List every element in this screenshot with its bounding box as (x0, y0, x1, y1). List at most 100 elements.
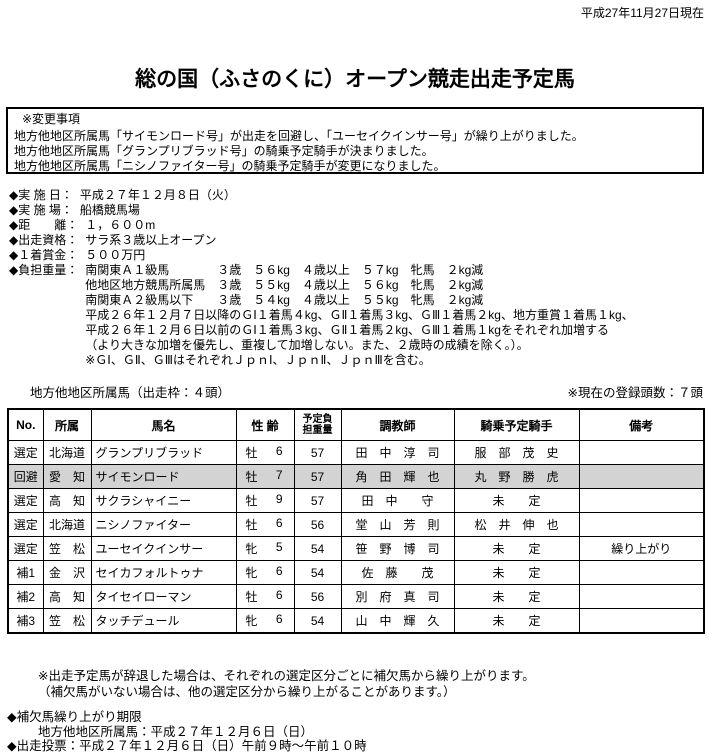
cell-selection: 補1 (7, 560, 44, 585)
sex: 牝 (245, 542, 258, 556)
cell-weight: 54 (293, 560, 342, 585)
cell-jockey: 服 部 茂 史 (453, 440, 580, 465)
cell-trainer: 堂 山 芳 則 (340, 512, 455, 537)
sex: 牝 (245, 566, 258, 580)
deadline-section: ◆補欠馬繰り上がり期限 地方他地区所属馬：平成２７年１２月６日（日） ◆出走投票… (7, 710, 367, 753)
cell-note (578, 464, 705, 489)
footnote-line: ※出走予定馬が辞退した場合は、それぞれの選定区分ごとに補欠馬から繰り上がります。 (38, 669, 535, 683)
detail-row-venue: ◆実 施 場： 船橋競馬場 (9, 203, 634, 218)
sex: 牝 (245, 614, 258, 628)
cell-horse-name: サクラシャイニー (90, 488, 237, 513)
cell-weight: 57 (293, 464, 342, 489)
change-notice-item: 地方他地区所属馬「グランプリブラッド号」の騎乗予定騎手が決まりました。 (14, 144, 434, 158)
cell-affiliation: 高 知 (42, 488, 92, 513)
cell-selection: 補2 (7, 584, 44, 609)
page-title: 総の国（ふさのくに）オープン競走出走予定馬 (135, 68, 575, 91)
cell-jockey: 未 定 (453, 560, 580, 585)
weight-rule-line: 南関東Ａ２級馬以下 ３歳 ５４kg ４歳以上 ５５kg 牝馬 ２kg減 (85, 293, 484, 307)
cell-selection: 補3 (7, 608, 44, 634)
cell-affiliation: 笠 松 (42, 536, 92, 561)
voting-line: ◆出走投票：平成２７年１２月６日（日）午前９時～午前１０時 (7, 739, 367, 753)
detail-value: 平成２７年１２月８日（火） (79, 188, 236, 202)
cell-trainer: 佐 藤 茂 (340, 560, 455, 585)
weight-rule-line: 平成２６年１２月７日以降のＧⅠ１着馬４kg、ＧⅡ１着馬３kg、ＧⅢ１着馬２kg、… (85, 308, 634, 322)
header-note: 備考 (578, 408, 705, 441)
cell-affiliation: 北海道 (42, 440, 92, 465)
cell-jockey: 未 定 (453, 608, 580, 634)
cell-note (578, 440, 705, 465)
cell-jockey: 未 定 (453, 584, 580, 609)
cell-trainer: 笹 野 博 司 (340, 536, 455, 561)
cell-jockey: 丸 野 勝 虎 (453, 464, 580, 489)
cell-trainer: 別 府 真 司 (340, 584, 455, 609)
cell-trainer: 田 中 守 (340, 488, 455, 513)
weight-rules: 南関東Ａ１級馬 ３歳 ５６kg ４歳以上 ５７kg 牝馬 ２kg減 他地区地方競… (85, 263, 633, 368)
detail-row-eligibility: ◆出走資格： サラ系３歳以上オープン (9, 233, 634, 248)
cell-weight: 56 (293, 512, 342, 537)
cell-note (578, 608, 705, 634)
weight-rule-line: 他地区地方競馬所属馬 ３歳 ５５kg ４歳以上 ５６kg 牝馬 ２kg減 (85, 278, 484, 292)
substitution-footnotes: ※出走予定馬が辞退した場合は、それぞれの選定区分ごとに補欠馬から繰り上がります。… (38, 668, 535, 700)
cell-jockey: 松 井 伸 也 (453, 512, 580, 537)
race-details: ◆実 施 日： 平成２７年１２月８日（火） ◆実 施 場： 船橋競馬場 ◆距 離… (9, 188, 634, 368)
cell-selection: 選定 (7, 512, 44, 537)
cell-affiliation: 笠 松 (42, 608, 92, 634)
age: 6 (275, 564, 283, 578)
cell-horse-name: サイモンロード (90, 464, 237, 489)
cell-horse-name: ユーセイクインサー (90, 536, 237, 561)
age: 6 (275, 612, 283, 626)
age: 6 (275, 516, 283, 530)
cell-affiliation: 金 沢 (42, 560, 92, 585)
cell-jockey: 未 定 (453, 488, 580, 513)
cell-weight: 57 (293, 440, 342, 465)
header-weight: 予定負 担重量 (293, 408, 342, 441)
cell-horse-name: セイカフォルトゥナ (90, 560, 237, 585)
cell-selection: 回避 (7, 464, 44, 489)
entry-table: No. 所属 馬名 性 齢 予定負 担重量 調教師 騎乗予定騎手 備考 選定 北… (7, 408, 705, 634)
header-sex-age: 性 齢 (235, 408, 295, 441)
cell-affiliation: 愛 知 (42, 464, 92, 489)
cell-horse-name: ニシノファイター (90, 512, 237, 537)
weight-rule-line: 平成２６年１２月６日以前のＧⅠ１着馬３kg、ＧⅡ１着馬２kg、ＧⅢ１着馬１kgを… (85, 323, 609, 337)
age: 5 (275, 540, 283, 554)
cell-weight: 54 (293, 536, 342, 561)
detail-row-distance: ◆距 離： １，６００m (9, 218, 634, 233)
cell-horse-name: タッチデュール (90, 608, 237, 634)
cell-note (578, 560, 705, 585)
header-jockey: 騎乗予定騎手 (453, 408, 580, 441)
weight-rule-line: ※ＧⅠ、ＧⅡ、ＧⅢはそれぞれＪｐｎⅠ、ＪｐｎⅡ、ＪｐｎⅢを含む。 (85, 353, 431, 367)
cell-jockey: 未 定 (453, 536, 580, 561)
entry-table-section: 地方他地区所属馬（出走枠：４頭） ※現在の登録頭数：７頭 No. 所属 馬名 性… (0, 385, 710, 634)
sex: 牡 (245, 590, 258, 604)
cell-trainer: 山 中 輝 久 (340, 608, 455, 634)
detail-value: １，６００m (85, 218, 156, 232)
detail-value: ５００万円 (85, 248, 146, 262)
cell-trainer: 田 中 淳 司 (340, 440, 455, 465)
cell-horse-name: タイセイローマン (90, 584, 237, 609)
table-row: 補3 笠 松 タッチデュール 牝 6 54 山 中 輝 久 未 定 (7, 608, 705, 634)
age: 7 (275, 468, 283, 482)
footnote-line: （補欠馬がいない場合は、他の選定区分から繰り上がることがあります。） (38, 685, 456, 699)
cell-horse-name: グランプリブラッド (90, 440, 237, 465)
cell-note (578, 584, 705, 609)
cell-weight: 57 (293, 488, 342, 513)
cell-weight: 54 (293, 608, 342, 634)
age: 6 (275, 444, 283, 458)
sex: 牡 (245, 470, 258, 484)
cell-weight: 56 (293, 584, 342, 609)
table-caption-left: 地方他地区所属馬（出走枠：４頭） (30, 386, 231, 400)
cell-selection: 選定 (7, 488, 44, 513)
age: 9 (275, 492, 283, 506)
cell-note (578, 512, 705, 537)
header-horse-name: 馬名 (90, 408, 237, 441)
